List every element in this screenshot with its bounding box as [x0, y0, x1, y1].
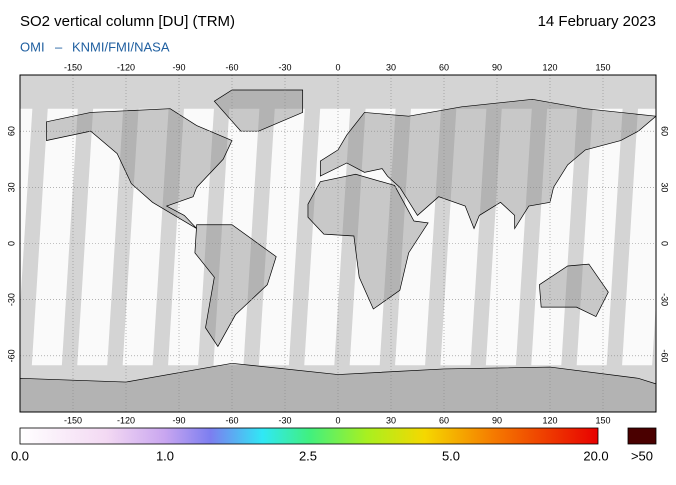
map-frame: [19, 74, 657, 413]
lon-label-top: 0: [335, 62, 340, 72]
lon-label-top: 60: [439, 62, 449, 72]
lon-label-bottom: -120: [117, 415, 135, 425]
lon-label-top: 150: [595, 62, 610, 72]
swath: [622, 108, 656, 366]
lon-label-bottom: -90: [172, 415, 185, 425]
lon-label-bottom: 0: [335, 415, 340, 425]
lon-label-bottom: 30: [386, 415, 396, 425]
swath: [20, 108, 33, 309]
land: [46, 108, 233, 229]
lon-label-top: -150: [64, 62, 82, 72]
lon-label-bottom: -150: [64, 415, 82, 425]
lat-label-left: 60: [6, 126, 16, 136]
lat-label-right: 0: [660, 241, 670, 246]
swath: [485, 108, 532, 366]
axes: -150 -150 -120 -120 -90 -90 -60 -60 -30 -30 0 0 30 30…: [6, 62, 669, 425]
lon-label-top: -120: [117, 62, 135, 72]
swath: [31, 108, 78, 366]
colorbar-label: 1.0: [156, 448, 174, 463]
land: [319, 98, 656, 230]
swath: [531, 108, 578, 366]
lon-label-top: -30: [278, 62, 291, 72]
swath: [258, 108, 305, 366]
instrument: OMI: [20, 39, 45, 54]
lon-label-top: -60: [225, 62, 238, 72]
colorbar-label: 2.5: [299, 448, 317, 463]
lon-label-bottom: -30: [278, 415, 291, 425]
colorbar-label: 0.0: [11, 448, 29, 463]
swath: [667, 109, 676, 365]
colorbar-labels: 0.0 1.0 2.5 5.0 20.0 >50: [11, 448, 653, 463]
colorbar: [19, 427, 599, 445]
colorbar-overflow: [627, 427, 657, 445]
lon-label-top: -90: [172, 62, 185, 72]
lon-label-bottom: 90: [492, 415, 502, 425]
date: 14 February 2023: [538, 13, 656, 30]
lat-label-right: -30: [660, 293, 670, 306]
lat-label-left: 30: [6, 182, 16, 192]
colorbar-label: 20.0: [583, 448, 608, 463]
lat-label-right: 60: [660, 126, 670, 136]
swath: [349, 108, 396, 366]
land: [194, 224, 277, 348]
lon-label-bottom: 120: [542, 415, 557, 425]
lat-label-right: 30: [660, 182, 670, 192]
swath: [77, 108, 124, 366]
separator: –: [55, 39, 63, 54]
lon-label-top: 120: [542, 62, 557, 72]
swath: [440, 108, 487, 366]
lon-label-bottom: 60: [439, 415, 449, 425]
land: [213, 89, 304, 132]
lon-label-top: 30: [386, 62, 396, 72]
title: SO2 vertical column [DU] (TRM): [20, 13, 235, 30]
lat-label-left: -60: [6, 349, 16, 362]
lat-label-left: -30: [6, 293, 16, 306]
lat-label-right: -60: [660, 349, 670, 362]
lat-label-left: 0: [6, 241, 16, 246]
swath: [213, 108, 260, 366]
credit: KNMI/FMI/NASA: [72, 39, 170, 54]
swath: [395, 108, 441, 366]
swath: [168, 108, 214, 366]
map: [20, 75, 676, 412]
lon-label-top: 90: [492, 62, 502, 72]
swath: [304, 108, 351, 366]
lon-label-bottom: 150: [595, 415, 610, 425]
land: [539, 263, 609, 317]
swath: [122, 108, 169, 366]
swath: [576, 108, 623, 366]
colorbar-label: 5.0: [442, 448, 460, 463]
colorbar-label: >50: [631, 448, 653, 463]
lon-label-bottom: -60: [225, 415, 238, 425]
